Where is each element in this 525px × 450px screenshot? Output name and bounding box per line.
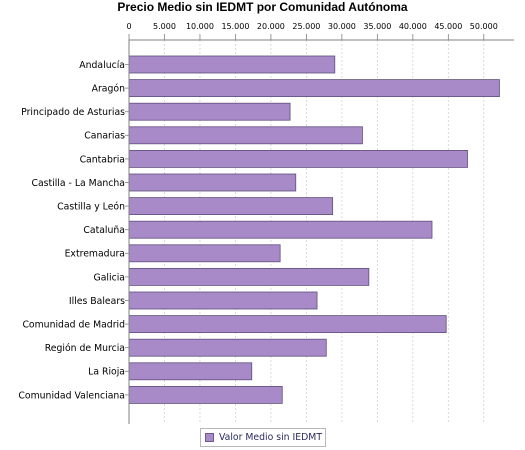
category-label: Castilla y León: [57, 202, 125, 213]
category-label: Extremadura: [65, 249, 125, 260]
bar: [128, 385, 283, 404]
x-tick-label: 40.000: [399, 22, 427, 31]
category-label: Galicia: [94, 272, 125, 283]
bar: [128, 55, 336, 74]
bar-chart: 0 5.000 10.000 15.000 20.000 25.000 30.000 35.0…: [18, 22, 514, 424]
bar: [128, 173, 297, 192]
category-label: Principado de Asturias: [21, 107, 125, 118]
legend: Valor Medio sin IEDMT: [200, 428, 326, 447]
category-label: Canarias: [84, 131, 125, 142]
x-tick-label: 5.000: [153, 22, 176, 31]
x-tick-label: 45.000: [434, 22, 462, 31]
category-label: Comunidad de Madrid: [22, 320, 125, 331]
category-label: Aragón: [92, 84, 125, 95]
x-tick-label: 25.000: [292, 22, 320, 31]
x-tick-label: 30.000: [328, 22, 356, 31]
x-tick-label: 20.000: [257, 22, 285, 31]
category-label: Andalucía: [79, 60, 125, 71]
x-tick-label: 0: [126, 22, 131, 31]
category-label: La Rioja: [88, 367, 125, 378]
bar: [128, 291, 318, 310]
category-label: Comunidad Valenciana: [18, 390, 125, 401]
legend-swatch: [205, 433, 214, 442]
category-label: Cataluña: [83, 225, 125, 236]
bar: [128, 338, 327, 357]
category-labels: Andalucía Aragón Principado de Asturias Can…: [18, 60, 129, 401]
x-tick-label: 10.000: [186, 22, 214, 31]
bar: [128, 220, 433, 239]
bar: [128, 197, 334, 216]
x-tick-label: 15.000: [221, 22, 249, 31]
bar: [128, 149, 468, 168]
chart-title: Precio Medio sin IEDMT por Comunidad Aut…: [117, 0, 408, 14]
legend-label: Valor Medio sin IEDMT: [219, 432, 323, 443]
bar: [128, 362, 253, 381]
category-label: Región de Murcia: [45, 343, 125, 354]
bar: [128, 126, 363, 145]
bar: [128, 79, 500, 97]
x-tick-label: 35.000: [363, 22, 391, 31]
bar: [128, 315, 447, 334]
bar: [128, 267, 370, 286]
bars: [128, 55, 500, 404]
axes: [128, 39, 514, 424]
x-tick-label: 50.000: [470, 22, 498, 31]
category-label: Castilla - La Mancha: [31, 178, 125, 189]
bar: [128, 244, 281, 263]
bar: [128, 102, 291, 121]
category-label: Cantabria: [80, 154, 125, 165]
category-label: Illes Balears: [69, 296, 125, 307]
x-axis-ticks: 0 5.000 10.000 15.000 20.000 25.000 30.000 35.0…: [126, 22, 498, 40]
